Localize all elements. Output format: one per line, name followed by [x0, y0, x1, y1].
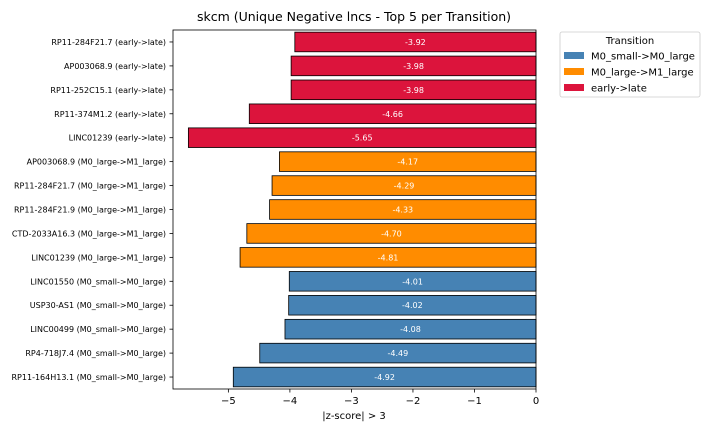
legend-swatch [564, 68, 584, 75]
data-label: -4.33 [392, 206, 413, 215]
data-label: -4.49 [388, 349, 409, 358]
y-tick-labels: RP11-284F21.7 (early->late) AP003068.9 (e… [12, 38, 173, 382]
legend-title: Transition [605, 36, 654, 47]
data-label: -4.66 [382, 110, 403, 119]
y-tick-label: LINC01550 (M0_small->M0_large) [30, 277, 166, 286]
data-label: -4.08 [400, 325, 421, 334]
x-axis-ticks: −5 −4 −3 −2 −1 0 [221, 389, 539, 407]
y-tick-label: RP11-252C15.1 (early->late) [50, 86, 166, 95]
chart-title: skcm (Unique Negative lncs - Top 5 per T… [197, 9, 511, 24]
x-tick-label: −4 [283, 396, 298, 407]
data-labels-layer: -3.92 -3.98 -3.98 -4.66 -5.65 -4.17 -4.29 -4.33… [352, 38, 426, 382]
y-tick-label: USP30-AS1 (M0_small->M0_large) [30, 301, 166, 310]
x-tick-label: −1 [467, 396, 482, 407]
y-tick-label: RP11-374M1.2 (early->late) [54, 110, 166, 119]
legend-items: M0_small->M0_large M0_large->M1_largeearl… [564, 52, 695, 95]
y-tick-label: RP11-284F21.9 (M0_large->M1_large) [14, 206, 166, 215]
plot-frame [172, 29, 537, 390]
legend-label: M0_large->M1_large [591, 68, 694, 79]
legend-box [559, 31, 701, 98]
data-label: -4.01 [402, 277, 423, 286]
data-label: -4.02 [402, 301, 423, 310]
x-axis-label: |z-score| > 3 [322, 411, 386, 422]
y-tick-label: RP11-284F21.7 (M0_large->M1_large) [14, 182, 166, 191]
x-tick-label: −5 [221, 396, 236, 407]
legend-label: M0_small->M0_large [591, 52, 695, 63]
y-tick-label: RP11-164H13.1 (M0_small->M0_large) [12, 373, 167, 382]
data-label: -3.92 [405, 38, 426, 47]
x-tick-label: 0 [533, 396, 539, 407]
y-tick-label: CTD-2033A16.3 (M0_large->M1_large) [12, 229, 166, 238]
data-label: -4.29 [394, 182, 415, 191]
legend-swatch [564, 52, 584, 59]
bars-layer [187, 31, 537, 388]
y-tick-label: LINC01239 (early->late) [69, 134, 166, 143]
data-label: -3.98 [403, 86, 424, 95]
legend: Transition M0_small->M0_large M0_large->M… [559, 31, 701, 98]
data-label: -4.81 [378, 253, 399, 262]
y-tick-label: AP003068.9 (M0_large->M1_large) [27, 158, 166, 167]
y-tick-label: LINC01239 (M0_large->M1_large) [31, 253, 166, 262]
data-label: -4.17 [397, 158, 418, 167]
y-tick-label: RP4-718J7.4 (M0_small->M0_large) [25, 349, 166, 358]
legend-swatch [564, 84, 584, 91]
y-tick-label: RP11-284F21.7 (early->late) [51, 38, 166, 47]
y-tick-label: AP003068.9 (early->late) [64, 62, 166, 71]
x-tick-label: −3 [344, 396, 359, 407]
legend-label: early->late [591, 84, 647, 95]
y-tick-label: LINC00499 (M0_small->M0_large) [30, 325, 166, 334]
x-tick-label: −2 [406, 396, 421, 407]
data-label: -5.65 [352, 134, 373, 143]
data-label: -4.92 [374, 373, 395, 382]
data-label: -3.98 [403, 62, 424, 71]
data-label: -4.70 [381, 229, 402, 238]
